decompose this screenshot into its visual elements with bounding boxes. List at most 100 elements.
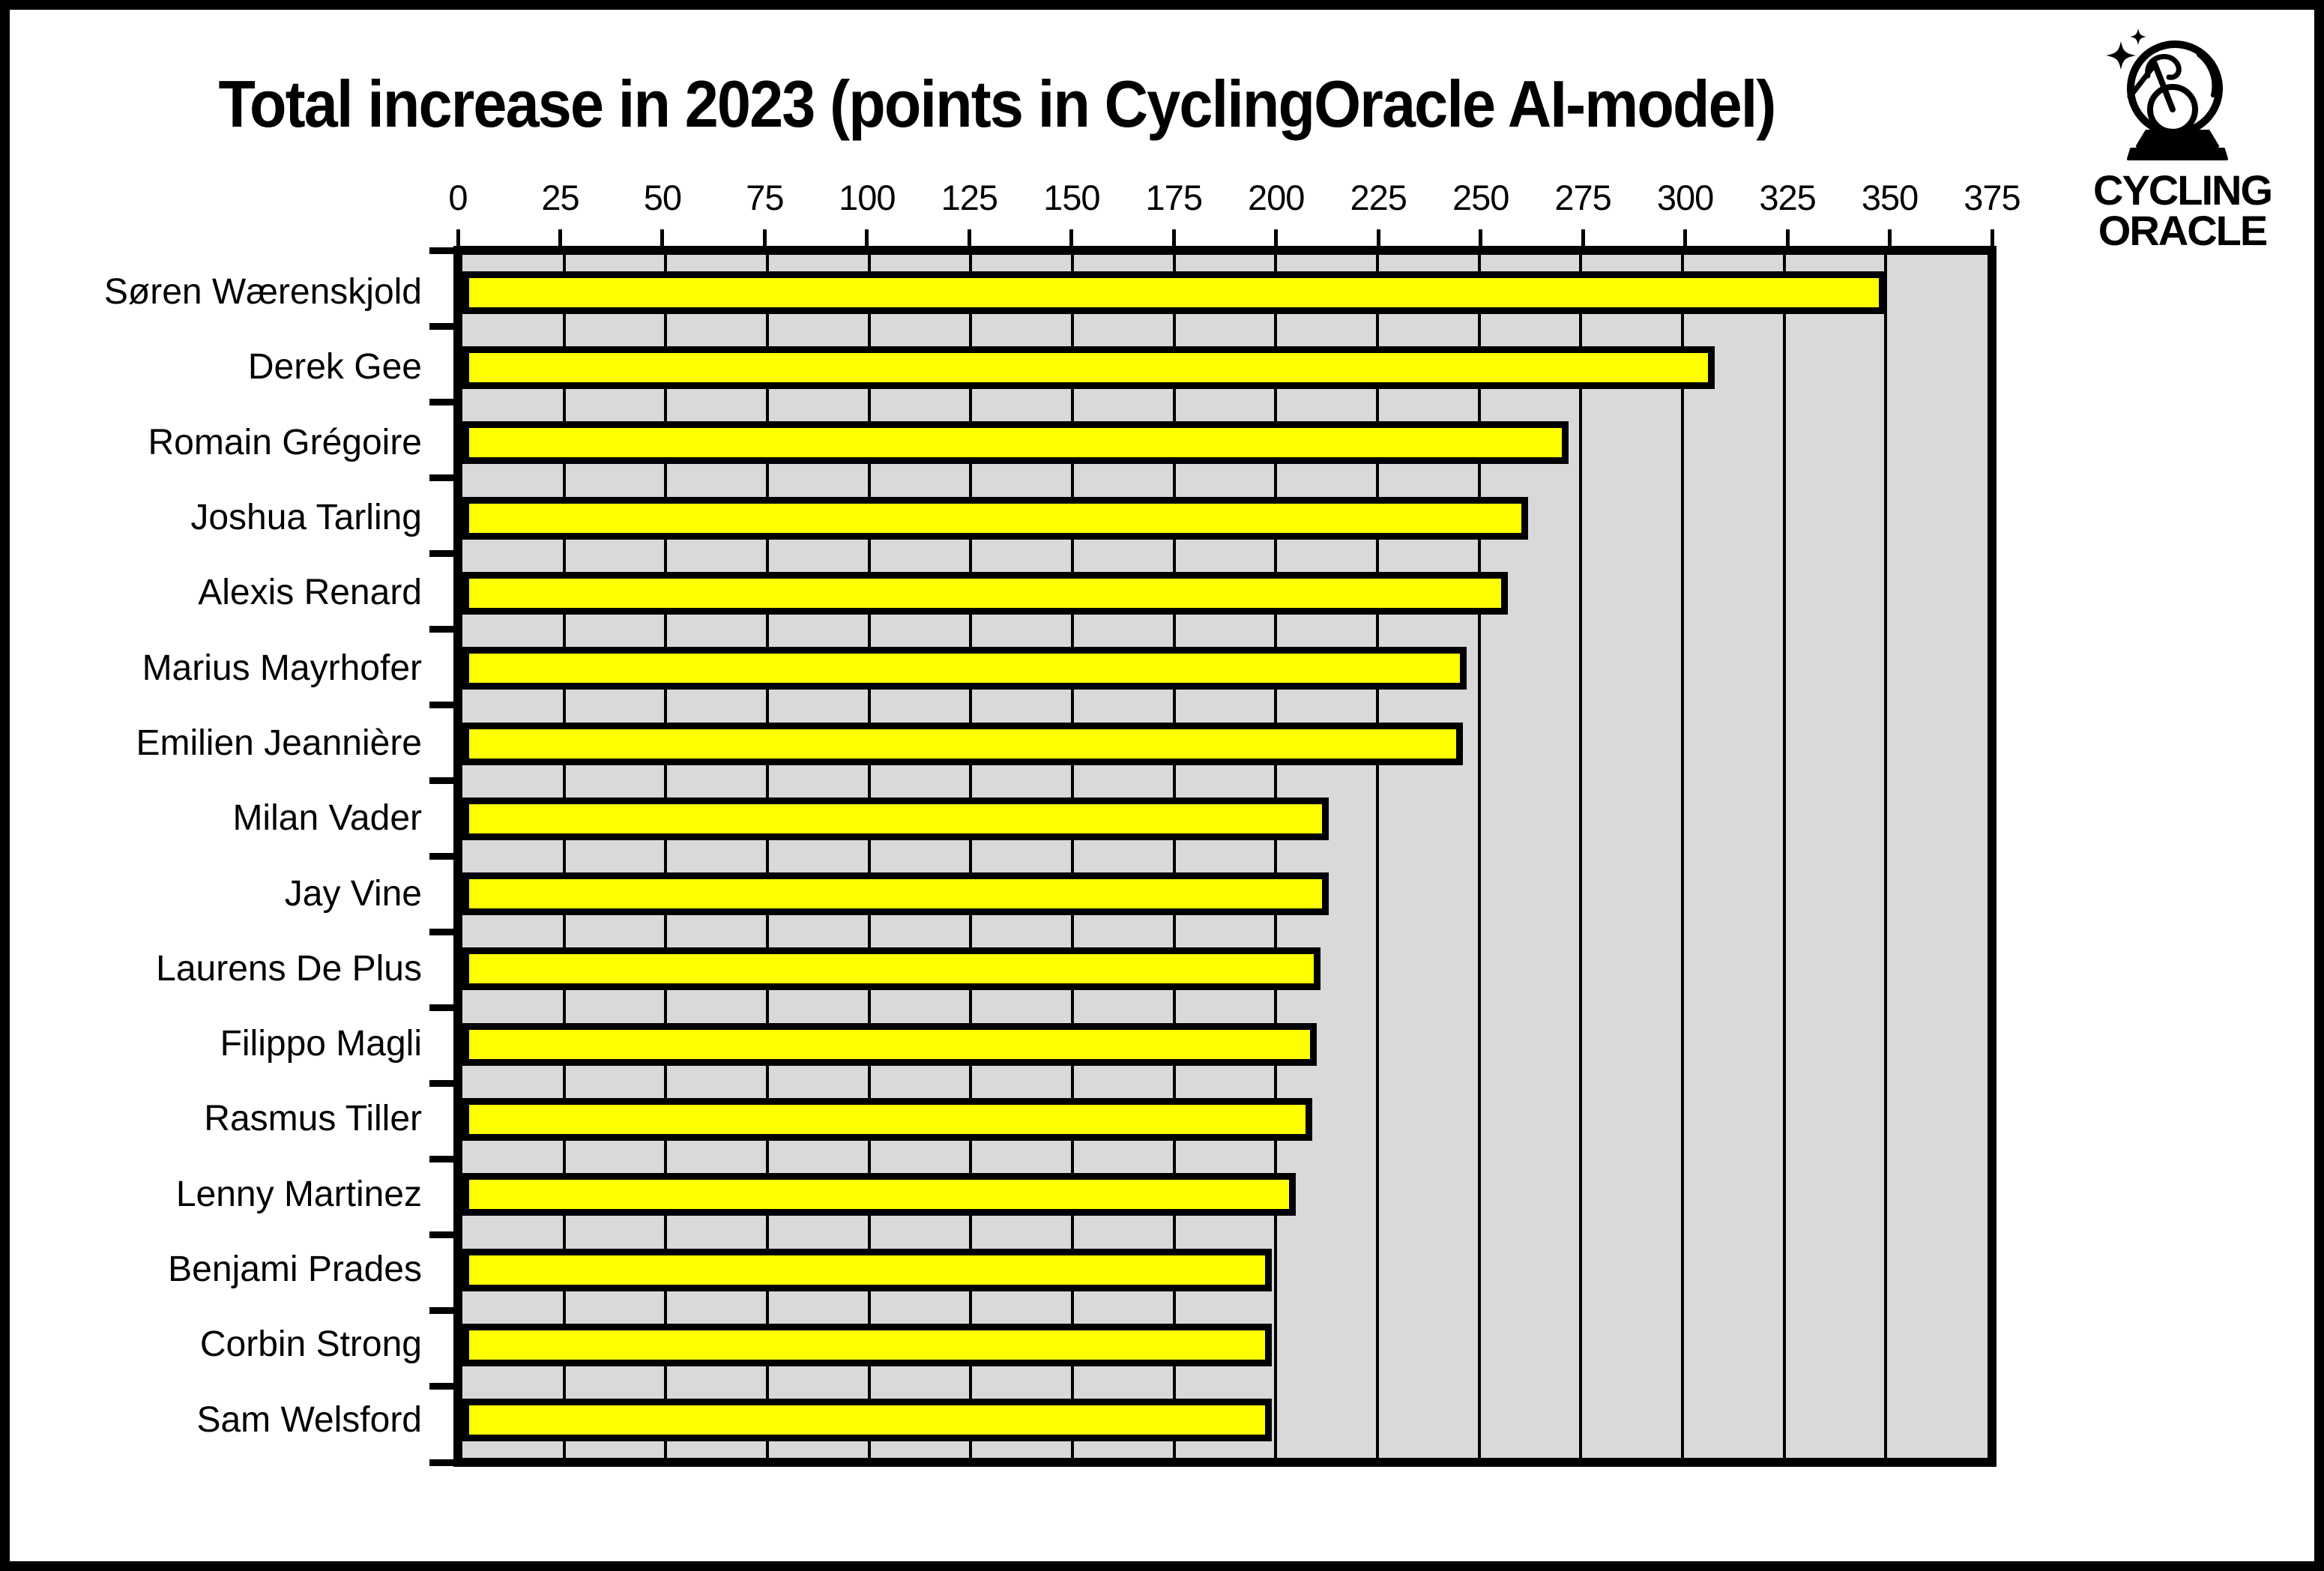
bar xyxy=(462,722,1463,765)
x-axis-tick xyxy=(1990,229,1994,249)
category-label: Søren Wærenskjold xyxy=(103,272,422,312)
category-label: Jay Vine xyxy=(284,873,422,914)
category-label: Milan Vader xyxy=(232,798,422,839)
x-axis-tick xyxy=(1888,229,1892,249)
category-label: Emilien Jeannière xyxy=(136,723,422,763)
category-label: Sam Welsford xyxy=(196,1399,422,1440)
x-axis-tick-label: 0 xyxy=(448,178,468,217)
y-axis-tick xyxy=(429,1156,455,1163)
y-axis-tick xyxy=(429,853,455,860)
category-label: Marius Mayrhofer xyxy=(142,648,422,688)
logo-text-line2: ORACLE xyxy=(2098,207,2268,254)
category-label: Corbin Strong xyxy=(199,1324,422,1365)
x-axis-tick xyxy=(1581,229,1585,249)
y-axis-tick xyxy=(429,1080,455,1088)
category-label: Derek Gee xyxy=(247,347,422,388)
category-label: Benjami Prades xyxy=(168,1249,422,1290)
gridline xyxy=(1376,255,1379,1458)
bar xyxy=(462,947,1321,991)
crystal-ball-bicycle-icon xyxy=(2106,28,2228,160)
y-axis-tick xyxy=(429,701,455,708)
gridline xyxy=(562,255,566,1458)
x-axis-tick-label: 175 xyxy=(1145,178,1203,217)
pedestal-base xyxy=(2127,148,2228,160)
gridline xyxy=(1477,255,1481,1458)
y-axis-tick xyxy=(429,247,455,254)
y-axis-tick xyxy=(429,474,455,481)
x-axis-tick-label: 125 xyxy=(941,178,998,217)
bicycle-handlebar xyxy=(2145,54,2182,80)
x-axis-tick-label: 25 xyxy=(541,178,579,217)
x-axis-tick-label: 350 xyxy=(1861,178,1919,217)
y-axis-tick xyxy=(429,1004,455,1012)
y-axis-tick xyxy=(429,625,455,633)
y-axis-tick xyxy=(429,398,455,405)
x-axis-tick xyxy=(1683,229,1688,249)
bar xyxy=(462,797,1329,840)
category-label: Rasmus Tiller xyxy=(204,1099,422,1139)
gridline xyxy=(969,255,973,1458)
bar xyxy=(462,647,1467,690)
cyclingoracle-logo: CYCLING ORACLE xyxy=(2070,19,2295,259)
y-axis-tick xyxy=(429,549,455,557)
bar xyxy=(462,271,1886,314)
x-axis-tick-label: 275 xyxy=(1554,178,1611,217)
x-axis-tick-label: 250 xyxy=(1452,178,1509,217)
sparkle-star-large xyxy=(2106,41,2136,70)
bar xyxy=(462,872,1329,916)
ball-highlight-swoosh xyxy=(2197,52,2217,97)
sparkle-star-small xyxy=(2130,28,2146,45)
bar xyxy=(462,1022,1317,1066)
category-label: Joshua Tarling xyxy=(190,497,422,537)
y-axis-tick xyxy=(429,1383,455,1390)
gridline xyxy=(1681,255,1684,1458)
y-axis-tick xyxy=(429,1459,455,1466)
x-axis-tick-label: 100 xyxy=(839,178,896,217)
bar xyxy=(462,496,1528,540)
pedestal-neck xyxy=(2136,130,2219,148)
gridline xyxy=(1172,255,1176,1458)
y-axis-tick xyxy=(429,777,455,784)
gridline xyxy=(867,255,871,1458)
gridline xyxy=(766,255,769,1458)
bar xyxy=(462,421,1569,465)
gridline xyxy=(1579,255,1583,1458)
x-axis-tick xyxy=(558,229,562,249)
x-axis-tick-label: 225 xyxy=(1350,178,1407,217)
category-label: Laurens De Plus xyxy=(156,948,422,989)
category-label: Filippo Magli xyxy=(220,1024,422,1064)
x-axis-tick xyxy=(456,229,460,249)
x-axis-tick-label: 75 xyxy=(746,178,784,217)
x-axis-tick xyxy=(1785,229,1790,249)
x-axis-tick xyxy=(1274,229,1279,249)
x-axis-tick xyxy=(660,229,665,249)
bar xyxy=(462,1098,1313,1142)
bar xyxy=(462,1324,1272,1367)
x-axis-tick xyxy=(1171,229,1176,249)
y-axis-tick xyxy=(429,322,455,330)
bar xyxy=(462,571,1508,615)
x-axis-tick-label: 300 xyxy=(1656,178,1714,217)
y-axis-tick xyxy=(429,1307,455,1315)
x-axis-tick xyxy=(1376,229,1380,249)
category-label: Alexis Renard xyxy=(198,573,422,613)
y-axis-tick xyxy=(429,929,455,936)
chart-title: Total increase in 2023 (points in Cyclin… xyxy=(218,67,1776,141)
x-axis-tick-label: 325 xyxy=(1759,178,1816,217)
gridline xyxy=(1884,255,1888,1458)
y-axis-tick xyxy=(429,1231,455,1239)
gridline xyxy=(1071,255,1074,1458)
bar xyxy=(462,1173,1297,1216)
x-axis-tick xyxy=(1479,229,1483,249)
x-axis-tick-label: 200 xyxy=(1248,178,1305,217)
gridline xyxy=(1274,255,1278,1458)
gridline xyxy=(664,255,668,1458)
category-label: Romain Grégoire xyxy=(148,422,422,462)
bar xyxy=(462,1399,1272,1442)
x-axis-tick-label: 375 xyxy=(1964,178,2020,217)
x-axis-tick xyxy=(967,229,971,249)
x-axis-tick-label: 50 xyxy=(643,178,682,217)
bar xyxy=(462,1248,1272,1291)
plot-area xyxy=(453,246,1996,1467)
